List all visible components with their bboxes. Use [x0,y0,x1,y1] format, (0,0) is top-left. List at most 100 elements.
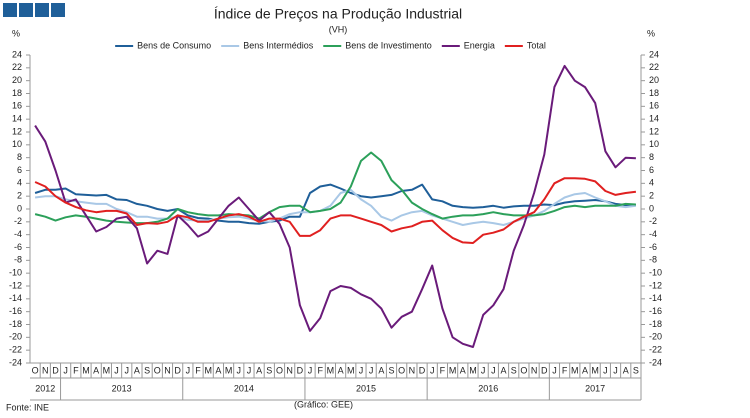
y-tick-label: -8 [14,255,22,265]
series-line [34,188,637,226]
x-tick-label: J [308,365,313,375]
x-tick-label: A [256,365,262,375]
y2-axis-label: % [647,28,655,38]
x-tick-label: J [124,365,129,375]
legend-label: Bens de Investimento [345,40,432,50]
x-tick-label: J [247,365,252,375]
y2-tick-label: 16 [649,101,659,111]
y2-tick-label: 18 [649,88,659,98]
y2-tick-label: -6 [649,242,657,252]
legend-item: Total [504,40,546,50]
y-tick-label: -18 [9,319,22,329]
y-tick-label: 14 [12,114,22,124]
chart-title: Índice de Preços na Produção Industrial [214,6,462,22]
x-tick-label: S [511,365,517,375]
x-tick-label: N [164,365,171,375]
y-tick-label: 22 [12,62,22,72]
y2-tick-label: 2 [649,191,654,201]
legend-label: Bens Intermédios [243,40,314,50]
y-tick-label: -4 [14,229,22,239]
y2-tick-label: 20 [649,75,659,85]
series-line [34,177,637,244]
x-tick-label: M [327,365,335,375]
credit: (Gráfico: GEE) [294,399,353,409]
x-tick-label: S [266,365,272,375]
x-tick-label: D [541,365,548,375]
x-tick-label: S [633,365,639,375]
year-label: 2016 [478,383,498,393]
y-tick-label: -2 [14,216,22,226]
logo [3,3,65,17]
x-tick-label: A [501,365,507,375]
x-tick-label: M [571,365,579,375]
x-tick-label: M [103,365,111,375]
x-tick-label: A [134,365,140,375]
x-tick-label: O [398,365,405,375]
x-tick-label: J [237,365,242,375]
y-tick-label: 10 [12,139,22,149]
year-label: 2014 [234,383,254,393]
x-tick-label: M [225,365,233,375]
y-tick-label: 24 [12,49,22,59]
y2-tick-label: -18 [649,319,662,329]
y2-tick-label: 24 [649,49,659,59]
y-tick-label: 12 [12,126,22,136]
y-axis-label: % [12,28,20,38]
x-tick-label: J [114,365,119,375]
chart-subtitle: (VH) [329,24,348,34]
logo-square [51,3,65,17]
legend-label: Bens de Consumo [137,40,211,50]
y-tick-label: -14 [9,293,22,303]
x-tick-label: J [491,365,496,375]
legend-label: Total [527,40,546,50]
x-tick-label: D [419,365,426,375]
legend-item: Bens Intermédios [221,40,314,50]
x-tick-label: M [204,365,212,375]
year-label: 2012 [35,383,55,393]
x-tick-label: N [286,365,293,375]
x-tick-label: A [582,365,588,375]
x-tick-label: O [276,365,283,375]
x-tick-label: M [347,365,355,375]
x-tick-label: N [409,365,416,375]
x-tick-label: A [460,365,466,375]
logo-square [35,3,49,17]
y-tick-label: 6 [17,165,22,175]
logo-square [19,3,33,17]
y-tick-label: -10 [9,268,22,278]
x-tick-label: J [63,365,68,375]
logo-square [3,3,17,17]
y-tick-label: 8 [17,152,22,162]
x-tick-label: D [52,365,59,375]
y2-tick-label: -2 [649,216,657,226]
x-tick-label: S [389,365,395,375]
x-tick-label: J [481,365,486,375]
y2-tick-label: -12 [649,280,662,290]
y2-tick-label: -8 [649,255,657,265]
y-tick-label: -6 [14,242,22,252]
y2-tick-label: 14 [649,114,659,124]
x-tick-label: M [449,365,457,375]
y2-tick-label: -24 [649,357,662,367]
x-tick-label: J [552,365,557,375]
y2-tick-label: 0 [649,203,654,213]
series-line [34,64,636,348]
x-tick-label: F [195,365,201,375]
x-tick-label: A [623,365,629,375]
x-tick-label: A [93,365,99,375]
x-tick-label: O [154,365,161,375]
x-tick-label: F [317,365,323,375]
y-tick-label: 2 [17,191,22,201]
y2-tick-label: 22 [649,62,659,72]
x-tick-label: J [359,365,364,375]
y-tick-label: 18 [12,88,22,98]
x-tick-label: O [520,365,527,375]
y2-tick-label: 10 [649,139,659,149]
y2-tick-label: -14 [649,293,662,303]
legend-label: Energia [464,40,495,50]
year-label: 2017 [585,383,605,393]
x-tick-label: D [174,365,181,375]
x-tick-label: F [562,365,568,375]
x-tick-label: F [73,365,79,375]
